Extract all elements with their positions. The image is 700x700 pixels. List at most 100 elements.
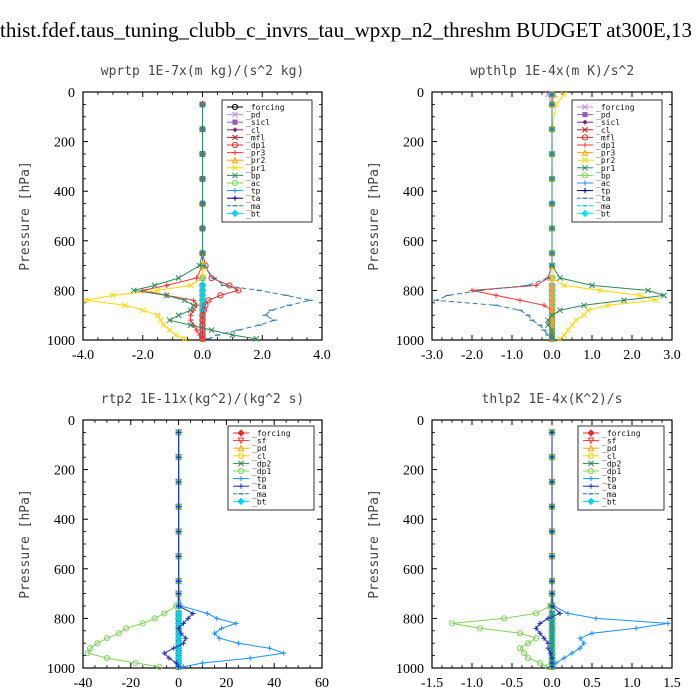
data-point <box>581 302 587 309</box>
legend-label: _cl <box>246 126 261 135</box>
data-point <box>547 650 553 656</box>
data-point <box>176 664 182 670</box>
legend-swatch-marker <box>238 476 244 482</box>
data-point <box>176 578 182 584</box>
legend-swatch-marker <box>582 188 588 194</box>
y-tick-label: 400 <box>403 185 424 200</box>
data-point <box>605 302 611 309</box>
y-tick-label: 600 <box>403 563 424 578</box>
data-point <box>176 625 182 631</box>
legend-swatch-marker <box>582 119 588 125</box>
data-point <box>94 640 101 647</box>
data-point <box>549 615 555 622</box>
series-line <box>85 104 203 340</box>
legend-swatch-marker <box>582 112 588 118</box>
legend-swatch-marker <box>231 179 239 187</box>
data-point <box>121 302 128 309</box>
data-point <box>549 479 555 485</box>
data-point <box>176 504 182 510</box>
data-point <box>139 620 146 627</box>
legend-item: _dp1 <box>233 467 271 476</box>
chart-title: rtp2 1E-11x(kg^2)/(kg^2 s) <box>101 392 305 407</box>
legend-label: _ta <box>252 482 267 491</box>
data-point <box>160 322 167 329</box>
data-point <box>561 655 567 661</box>
data-point <box>247 655 253 661</box>
legend-item: _tp <box>583 475 617 484</box>
legend-label: _dp2 <box>602 459 621 468</box>
data-point <box>103 654 111 662</box>
legend-item: _pr1 <box>227 164 265 173</box>
x-tick-label: -40 <box>74 676 93 691</box>
data-point <box>549 655 555 661</box>
data-point <box>653 297 659 304</box>
legend-item: _mfl <box>577 133 615 142</box>
y-tick-label: 600 <box>54 235 75 250</box>
x-tick-label: 0.0 <box>543 348 561 363</box>
legend-item: _bt <box>583 497 617 506</box>
data-point <box>219 625 225 631</box>
legend-label: _ta <box>596 194 611 203</box>
legend-swatch-marker <box>237 437 245 445</box>
data-point <box>557 275 563 281</box>
legend-swatch-marker <box>587 429 595 437</box>
data-point <box>181 335 188 342</box>
data-point <box>549 327 555 334</box>
series-line <box>547 94 665 339</box>
data-point <box>549 603 555 609</box>
legend-item: _ma <box>227 202 261 211</box>
legend-swatch-marker <box>237 497 245 506</box>
legend-item: _ta <box>233 482 267 491</box>
legend-label: _ac <box>596 179 611 188</box>
legend-label: _ma <box>602 490 617 499</box>
legend-item: _dp2 <box>233 459 271 468</box>
legend-item: _pd <box>577 111 611 120</box>
legend-label: _pd <box>602 444 617 453</box>
y-tick-label: 200 <box>403 464 424 479</box>
y-tick-label: 600 <box>54 563 75 578</box>
legend-item: _forcing <box>577 103 635 112</box>
data-point <box>565 327 571 334</box>
legend-swatch-marker <box>232 188 238 194</box>
legend-swatch-marker <box>582 157 588 164</box>
data-point <box>180 664 186 670</box>
legend-item: _forcing <box>227 103 285 112</box>
y-tick-label: 1000 <box>47 662 75 677</box>
legend-swatch-marker <box>581 172 589 179</box>
legend-label: _pr3 <box>246 149 265 158</box>
legend-label: _ta <box>602 482 617 491</box>
legend-label: _sf <box>252 437 267 446</box>
y-axis-label: Pressure [hPa] <box>18 161 33 271</box>
legend-label: _cl <box>252 452 267 461</box>
y-tick-label: 800 <box>54 612 75 627</box>
x-tick-label: 1.0 <box>583 348 601 363</box>
data-point <box>549 610 555 617</box>
data-point <box>214 615 220 621</box>
data-point <box>115 630 122 637</box>
x-tick-label: -1.0 <box>461 676 483 691</box>
data-point <box>637 292 643 299</box>
data-point <box>175 275 182 281</box>
legend-label: _tp <box>246 187 261 196</box>
legend-label: _bt <box>596 209 611 218</box>
y-tick-label: 0 <box>68 86 75 101</box>
legend-item: _cl <box>577 126 611 135</box>
data-point <box>132 659 139 667</box>
legend-swatch-marker <box>232 127 238 133</box>
data-point <box>549 504 555 510</box>
legend-swatch-marker <box>232 195 238 201</box>
series-ta <box>433 93 555 340</box>
legend-swatch-marker <box>588 460 594 467</box>
data-point <box>157 317 164 324</box>
x-tick-label: 2.0 <box>623 348 641 363</box>
data-point <box>573 317 579 324</box>
legend-label: _ma <box>246 202 261 211</box>
x-tick-label: 2.0 <box>254 348 272 363</box>
series-ta <box>161 429 196 670</box>
legend-label: _ma <box>252 490 267 499</box>
data-point <box>176 529 182 535</box>
data-point <box>166 317 173 324</box>
legend-item: _cl <box>583 452 617 461</box>
data-point <box>549 312 555 319</box>
legend-label: _tp <box>602 475 617 484</box>
